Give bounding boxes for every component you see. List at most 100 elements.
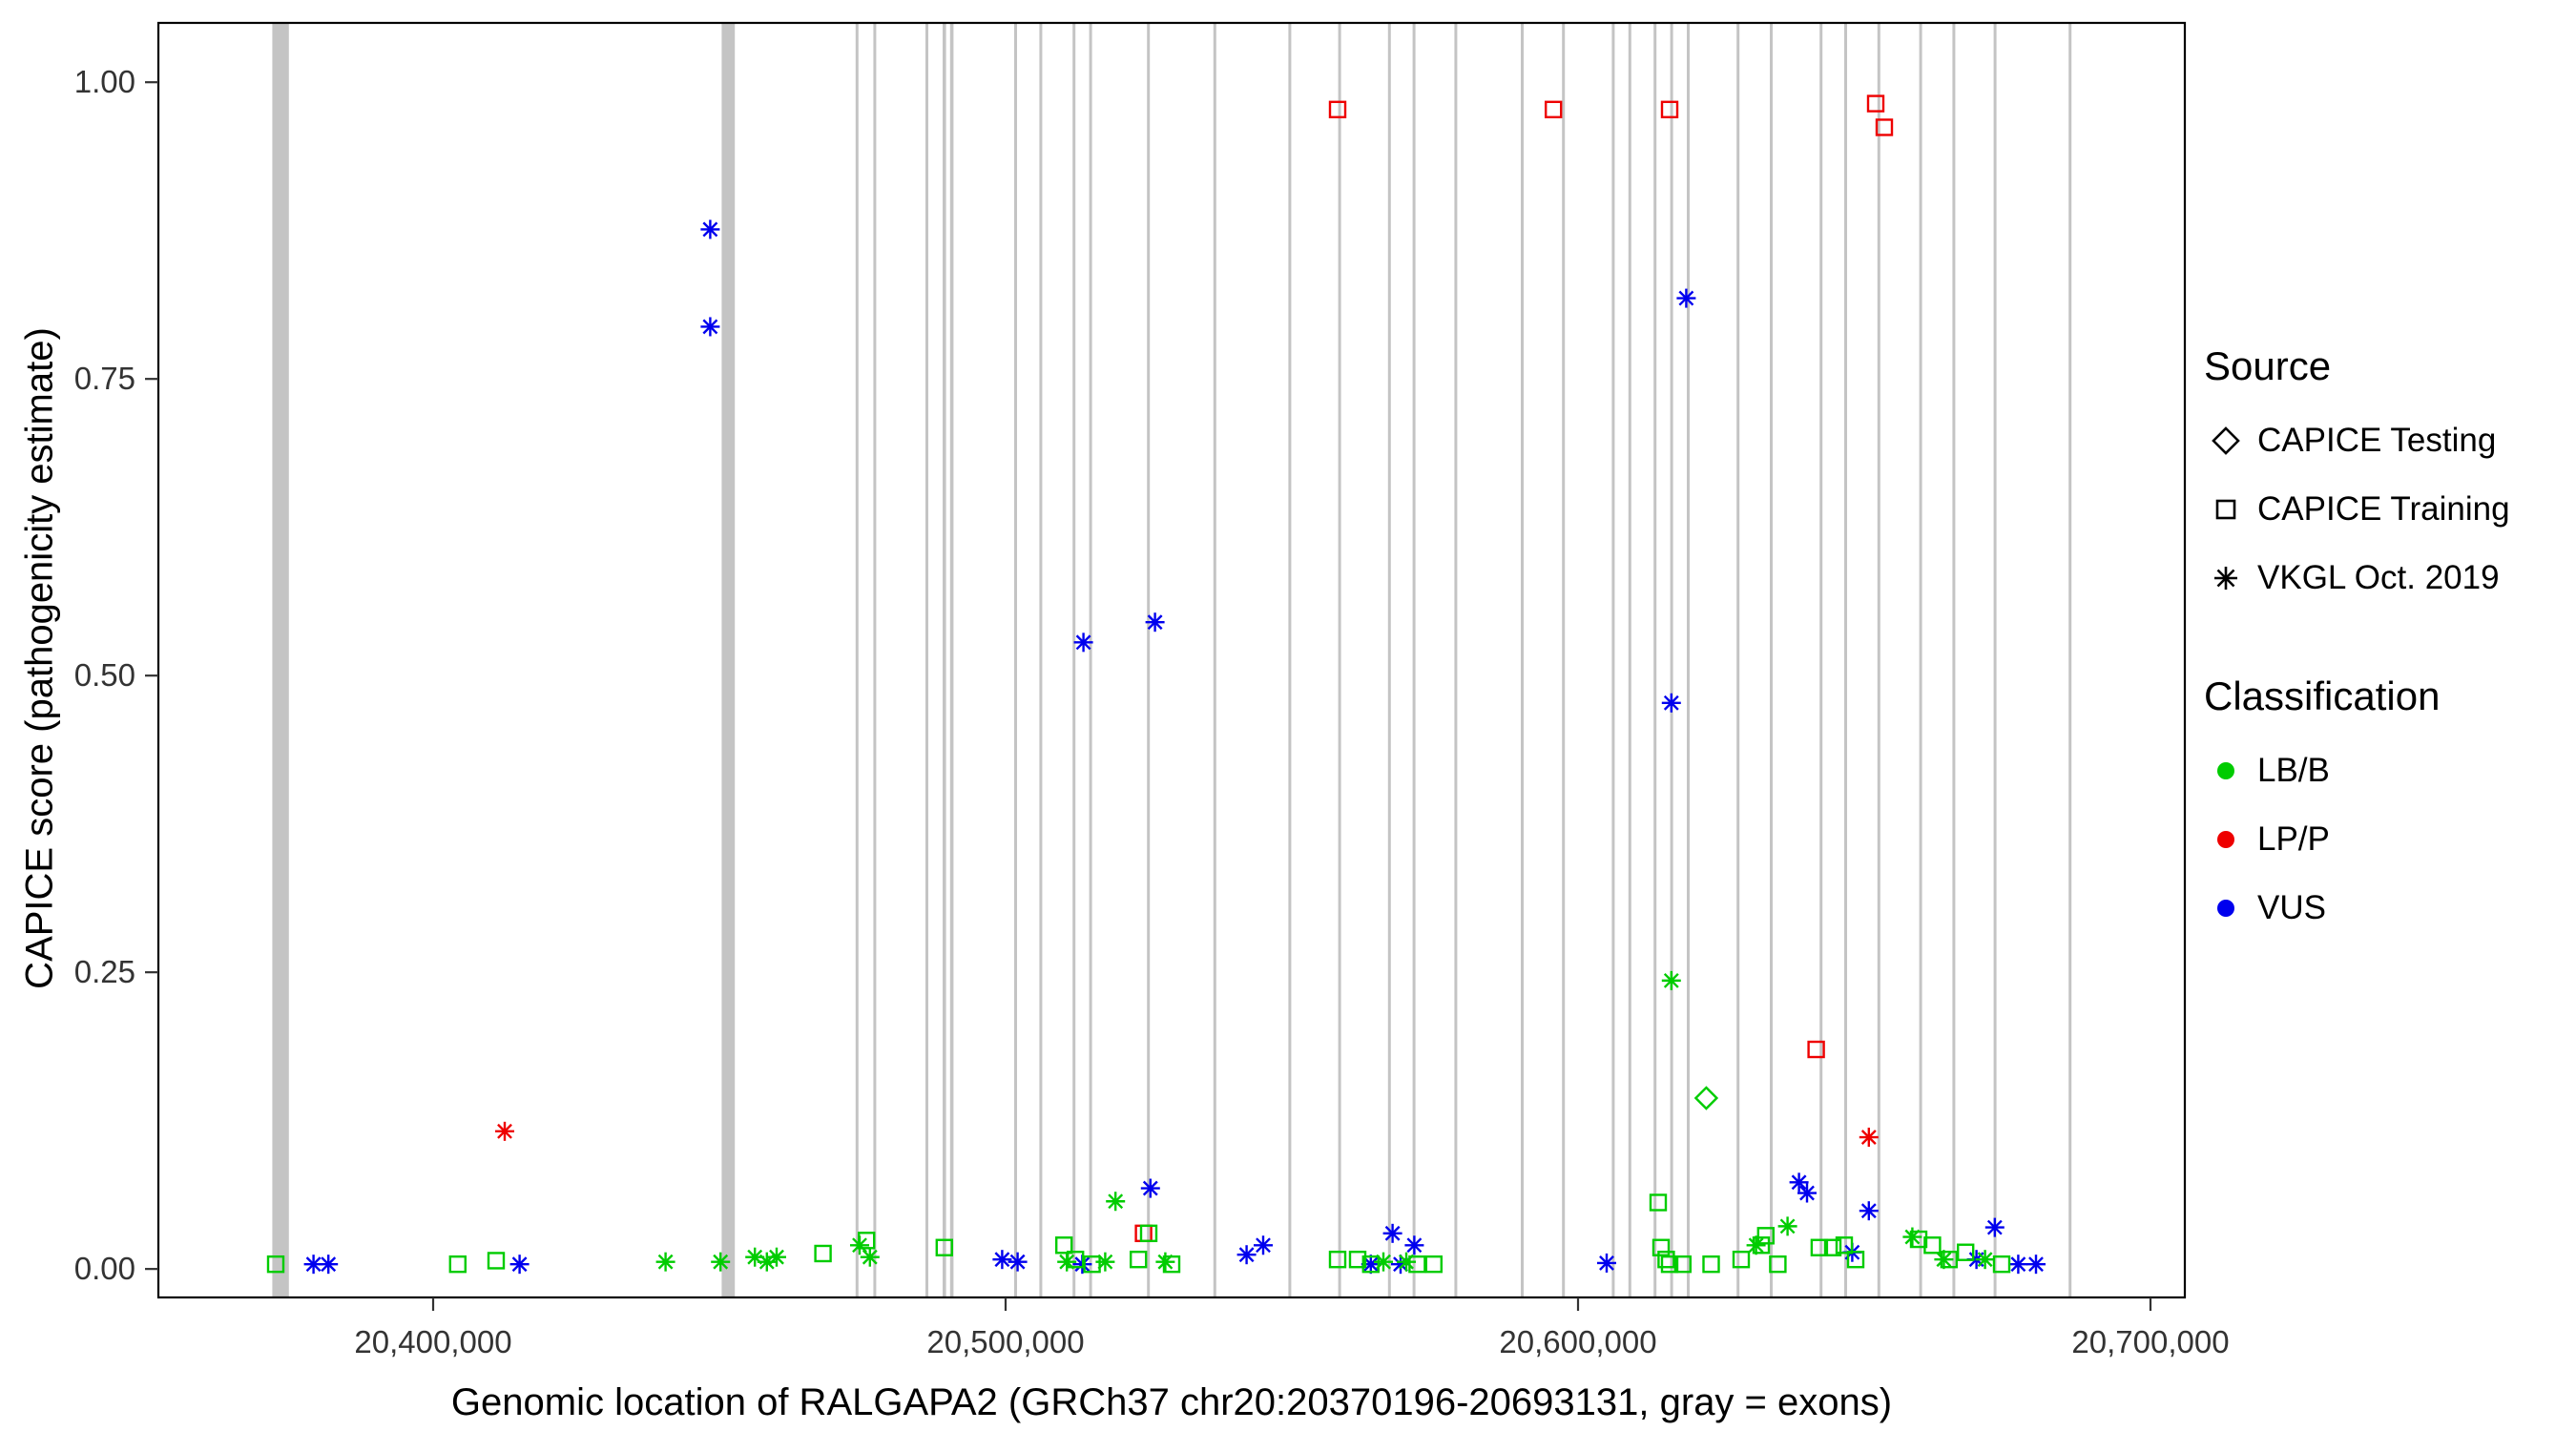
data-point xyxy=(1408,1255,1426,1274)
data-point xyxy=(1940,1250,1959,1269)
legend-item-label: LB/B xyxy=(2257,752,2330,789)
exon-band xyxy=(1089,23,1092,1297)
asterisk-icon xyxy=(2204,559,2248,597)
data-point xyxy=(1702,1255,1720,1274)
data-point xyxy=(860,1247,880,1267)
legend-item-capice-testing: CAPICE Testing xyxy=(2204,406,2566,475)
data-point xyxy=(495,1121,514,1141)
data-point xyxy=(1236,1245,1257,1265)
exon-band xyxy=(1454,23,1458,1297)
exon-band xyxy=(1072,23,1076,1297)
exon-band xyxy=(1877,23,1880,1297)
data-point xyxy=(935,1238,953,1256)
data-point xyxy=(1139,1224,1158,1243)
exon-band xyxy=(1014,23,1017,1297)
data-point xyxy=(1673,1255,1693,1274)
data-point xyxy=(1909,1230,1928,1249)
legend-item-label: LP/P xyxy=(2257,820,2330,858)
panel-border xyxy=(156,21,2187,1299)
y-tick-label: 0.75 xyxy=(74,361,135,396)
x-tick-label: 20,500,000 xyxy=(926,1324,1084,1359)
data-point xyxy=(1544,100,1563,119)
data-point xyxy=(1361,1255,1381,1274)
data-point xyxy=(319,1255,339,1275)
data-point xyxy=(992,1250,1012,1270)
data-point xyxy=(1992,1255,2011,1274)
data-point xyxy=(1066,1250,1085,1269)
data-point xyxy=(700,219,720,239)
legend-item-label: VUS xyxy=(2257,889,2326,926)
data-point xyxy=(1008,1252,1028,1272)
data-point xyxy=(1807,1040,1825,1059)
data-point xyxy=(1397,1252,1416,1272)
data-point xyxy=(1810,1238,1829,1256)
data-point xyxy=(1328,100,1347,119)
exon-band xyxy=(1039,23,1043,1297)
exon-band xyxy=(1147,23,1151,1297)
data-point xyxy=(1902,1227,1922,1247)
exon-band xyxy=(925,23,928,1297)
exon-band xyxy=(873,23,877,1297)
data-point xyxy=(1676,288,1696,308)
data-point xyxy=(1328,1250,1347,1269)
data-point xyxy=(1875,118,1894,136)
legend-item-vkgl: VKGL Oct. 2019 xyxy=(2204,544,2566,612)
data-point xyxy=(2026,1255,2046,1275)
data-point xyxy=(509,1255,530,1275)
data-point xyxy=(1254,1235,1273,1255)
data-point xyxy=(814,1244,832,1263)
exon-band xyxy=(943,23,946,1297)
exon-band xyxy=(1387,23,1391,1297)
data-point xyxy=(1073,633,1093,653)
data-point xyxy=(1424,1255,1444,1274)
x-tick-label: 20,400,000 xyxy=(354,1324,511,1359)
legend: Source CAPICE Testing CAPICE Training xyxy=(2204,343,2566,943)
lpp-dot-icon xyxy=(2217,831,2234,848)
data-point xyxy=(1155,1252,1175,1272)
data-point xyxy=(1054,1236,1073,1255)
data-point xyxy=(1956,1243,1975,1261)
data-point xyxy=(1661,970,1681,990)
data-point xyxy=(1162,1255,1181,1274)
data-point xyxy=(655,1252,675,1272)
exon-band xyxy=(1628,23,1631,1297)
exon-band xyxy=(1562,23,1566,1297)
exon-band xyxy=(272,23,289,1297)
exon-band xyxy=(1611,23,1615,1297)
exon-band xyxy=(1952,23,1956,1297)
data-point xyxy=(711,1252,731,1272)
exon-band xyxy=(1653,23,1657,1297)
exon-band xyxy=(1993,23,1997,1297)
data-point xyxy=(1652,1238,1671,1256)
x-tick-label: 20,600,000 xyxy=(1499,1324,1656,1359)
exon-band xyxy=(855,23,859,1297)
square-icon xyxy=(2204,490,2248,529)
data-point xyxy=(1649,1193,1668,1212)
exon-band xyxy=(1919,23,1922,1297)
exon-band xyxy=(1338,23,1341,1297)
data-point xyxy=(1404,1235,1424,1255)
diamond-icon xyxy=(2204,422,2248,460)
data-point xyxy=(1752,1236,1771,1255)
legend-item-label: CAPICE Training xyxy=(2257,490,2510,528)
data-point xyxy=(1129,1250,1148,1269)
data-point xyxy=(1597,1253,1616,1273)
exon-band xyxy=(1687,23,1690,1297)
x-axis-title: Genomic location of RALGAPA2 (GRCh37 chr… xyxy=(450,1381,1893,1423)
y-tick-label: 1.00 xyxy=(74,64,135,99)
data-point xyxy=(1746,1235,1766,1255)
data-point xyxy=(448,1255,467,1274)
x-tick-label: 20,700,000 xyxy=(2071,1324,2229,1359)
exon-band xyxy=(2068,23,2072,1297)
data-point xyxy=(487,1252,506,1270)
data-point xyxy=(1732,1250,1751,1269)
exon-band xyxy=(949,23,954,1297)
data-point xyxy=(1934,1250,1954,1270)
y-tick-label: 0.25 xyxy=(74,954,135,989)
data-point xyxy=(1693,1086,1719,1110)
data-point xyxy=(1835,1236,1854,1255)
data-point xyxy=(1348,1250,1367,1269)
data-point xyxy=(1145,612,1165,633)
data-point xyxy=(1140,1178,1160,1198)
